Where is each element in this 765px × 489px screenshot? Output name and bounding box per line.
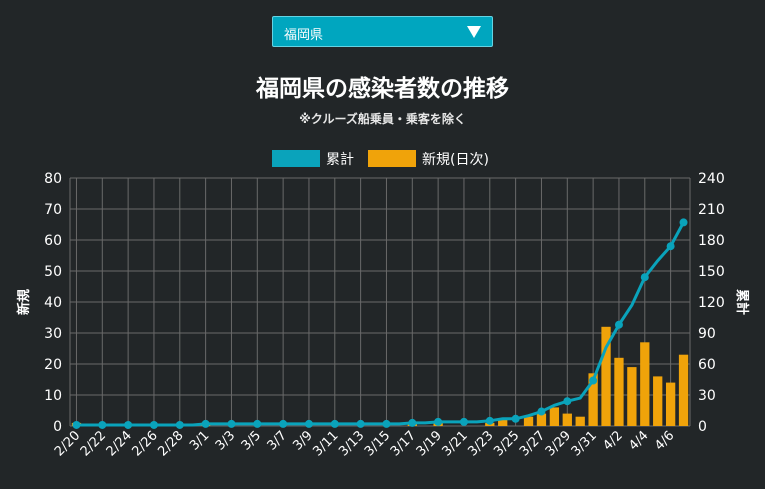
x-tick-label: 3/7 xyxy=(265,428,290,453)
bar-daily-new xyxy=(678,354,689,426)
chart-title: 福岡県の感染者数の推移 xyxy=(256,76,509,102)
bar-daily-new xyxy=(588,373,598,426)
x-tick-label: 4/4 xyxy=(626,428,651,453)
x-tick-label: 3/13 xyxy=(336,428,367,459)
y-tick-label-right: 210 xyxy=(698,202,725,218)
point-cumulative xyxy=(589,376,598,385)
legend-label-cumulative: 累計 xyxy=(326,152,354,168)
x-tick-label: 3/23 xyxy=(465,428,496,459)
point-cumulative xyxy=(356,419,365,428)
point-cumulative xyxy=(330,419,339,428)
point-cumulative xyxy=(434,417,443,426)
y-tick-label-left: 20 xyxy=(44,357,62,373)
point-cumulative xyxy=(485,416,494,425)
x-tick-label: 2/24 xyxy=(104,428,135,459)
point-cumulative xyxy=(563,397,572,406)
y-tick-label-left: 50 xyxy=(44,264,62,280)
bar-daily-new xyxy=(614,357,624,426)
x-tick-label: 3/15 xyxy=(362,428,393,459)
y-tick-label-right: 90 xyxy=(698,326,716,342)
y-tick-label-right: 180 xyxy=(698,233,725,249)
y-tick-label-right: 0 xyxy=(698,419,707,435)
x-tick-label: 4/6 xyxy=(652,428,677,453)
point-cumulative xyxy=(124,420,133,429)
bar-daily-new xyxy=(640,342,650,426)
y-tick-label-right: 240 xyxy=(698,171,725,187)
x-tick-label: 4/2 xyxy=(600,428,625,453)
x-tick-label: 3/21 xyxy=(440,428,471,459)
bar-daily-new xyxy=(575,416,585,426)
point-cumulative xyxy=(614,320,623,329)
y-tick-label-left: 80 xyxy=(44,171,62,187)
y-tick-label-right: 30 xyxy=(698,388,716,404)
point-cumulative xyxy=(666,242,675,251)
point-cumulative xyxy=(382,419,391,428)
y-tick-label-left: 60 xyxy=(44,233,62,249)
y-axis-label-left: 新規 xyxy=(16,289,32,315)
x-tick-label: 2/22 xyxy=(78,428,109,459)
point-cumulative xyxy=(679,218,688,227)
bar-daily-new xyxy=(523,416,534,426)
point-cumulative xyxy=(537,407,546,416)
y-tick-label-left: 30 xyxy=(44,326,62,342)
x-tick-label: 2/26 xyxy=(130,428,161,459)
bar-daily-new xyxy=(498,419,508,426)
point-cumulative xyxy=(279,419,288,428)
x-tick-label: 3/11 xyxy=(310,428,341,459)
legend-swatch-cumulative xyxy=(272,150,320,167)
legend-swatch-daily xyxy=(368,150,416,167)
chart-subtitle: ※クルーズ船乗員・乗客を除く xyxy=(299,112,466,126)
point-cumulative xyxy=(459,417,468,426)
point-cumulative xyxy=(175,420,184,429)
point-cumulative xyxy=(640,273,649,282)
point-cumulative xyxy=(253,419,262,428)
bar-daily-new xyxy=(549,407,560,426)
point-cumulative xyxy=(408,418,417,427)
bar-daily-new xyxy=(562,413,572,426)
y-axis-label-right: 累計 xyxy=(734,289,750,315)
y-tick-label-right: 120 xyxy=(698,295,725,311)
bar-daily-new xyxy=(627,367,637,426)
point-cumulative xyxy=(149,420,158,429)
y-tick-label-right: 60 xyxy=(698,357,716,373)
point-cumulative xyxy=(227,419,236,428)
x-tick-label: 3/25 xyxy=(491,428,522,459)
bar-daily-new xyxy=(665,382,676,426)
x-tick-label: 3/5 xyxy=(239,428,264,453)
point-cumulative xyxy=(201,419,210,428)
point-cumulative xyxy=(511,414,520,423)
x-tick-label: 3/29 xyxy=(543,428,574,459)
y-tick-label-left: 0 xyxy=(53,419,62,435)
x-tick-label: 3/27 xyxy=(517,428,548,459)
chevron-down-icon[interactable] xyxy=(467,26,481,38)
bar-daily-new xyxy=(536,413,547,426)
x-tick-label: 3/19 xyxy=(414,428,445,459)
bar-daily-new xyxy=(601,326,611,426)
x-tick-label: 3/3 xyxy=(213,428,238,453)
bar-daily-new xyxy=(653,376,663,426)
y-tick-label-left: 70 xyxy=(44,202,62,218)
point-cumulative xyxy=(98,420,107,429)
prefecture-select[interactable]: 福岡県 xyxy=(272,16,493,47)
x-tick-label: 3/1 xyxy=(187,428,212,453)
prefecture-select-value: 福岡県 xyxy=(284,28,324,43)
point-cumulative xyxy=(304,419,313,428)
point-cumulative xyxy=(72,420,81,429)
legend-label-daily: 新規(日次) xyxy=(422,152,489,168)
y-tick-label-left: 10 xyxy=(44,388,62,404)
y-tick-label-right: 150 xyxy=(698,264,725,280)
x-tick-label: 3/17 xyxy=(388,428,419,459)
x-tick-label: 3/31 xyxy=(569,428,600,459)
x-tick-label: 2/28 xyxy=(155,428,186,459)
y-tick-label-left: 40 xyxy=(44,295,62,311)
